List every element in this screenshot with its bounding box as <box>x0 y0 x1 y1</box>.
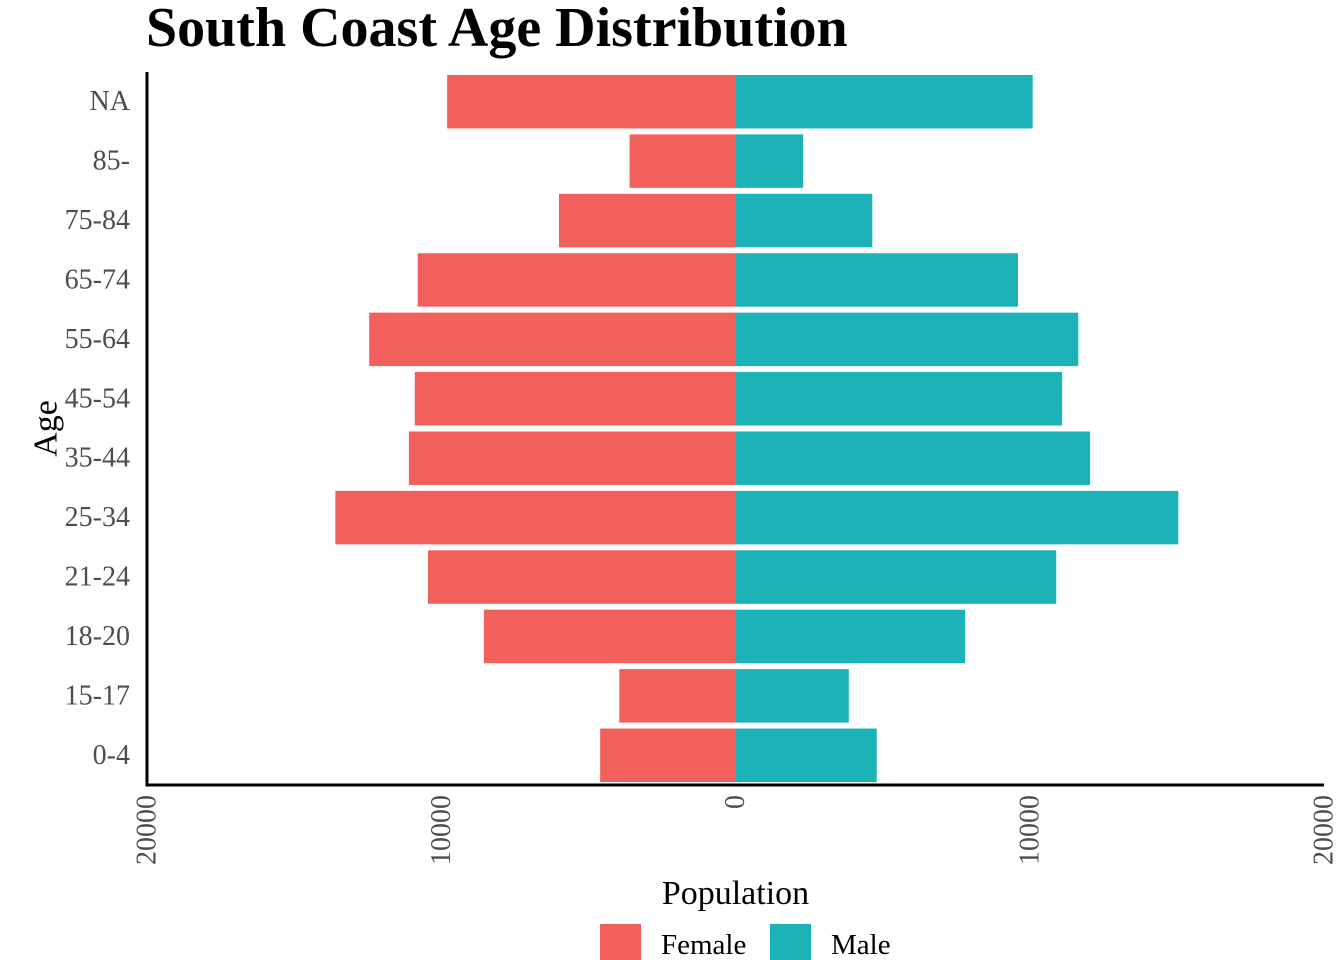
bar-male-75-84 <box>735 193 873 248</box>
bar-female-55-64 <box>369 312 736 367</box>
bar-female-NA <box>447 74 736 129</box>
bar-female-35-44 <box>408 431 736 485</box>
x-tick-label: 0 <box>720 795 751 809</box>
bar-female-25-34 <box>335 490 736 545</box>
y-tick-label: 18-20 <box>65 621 130 652</box>
bar-male-18-20 <box>735 609 966 664</box>
y-tick-label: 15-17 <box>65 680 130 711</box>
x-tick-label: 20000 <box>132 795 163 865</box>
bar-male-25-34 <box>735 490 1179 545</box>
bar-female-15-17 <box>619 669 736 723</box>
x-axis-title: Population <box>662 875 809 912</box>
x-tick-label: 10000 <box>1014 795 1045 865</box>
bar-male-15-17 <box>735 669 849 723</box>
y-tick-labels: 0-4 15-17 18-20 21-24 25-34 35-44 45-54 55-64 65… <box>65 86 131 771</box>
bar-male-85- <box>735 134 804 188</box>
y-tick-label: 65-74 <box>65 264 130 295</box>
x-tick-label: 10000 <box>426 795 457 865</box>
bar-female-21-24 <box>428 550 736 604</box>
y-tick-label: 21-24 <box>65 562 130 593</box>
y-tick-label: 25-34 <box>65 502 130 533</box>
bar-female-65-74 <box>417 253 736 307</box>
y-tick-label: 45-54 <box>65 383 130 414</box>
bar-male-35-44 <box>735 431 1091 485</box>
y-tick-label: 75-84 <box>65 205 130 236</box>
bar-male-21-24 <box>735 550 1057 604</box>
bar-female-75-84 <box>558 193 736 248</box>
y-tick-label: 35-44 <box>65 443 130 474</box>
legend-swatch-female <box>600 924 641 960</box>
bar-male-55-64 <box>735 312 1079 367</box>
bar-female-18-20 <box>483 609 736 664</box>
legend-label-male: Male <box>831 929 891 960</box>
y-tick-label: 55-64 <box>65 324 130 355</box>
x-tick-labels: 20000 10000 0 10000 20000 <box>132 795 1340 865</box>
y-axis-title: Age <box>28 400 65 457</box>
bar-male-0-4 <box>735 728 877 783</box>
y-tick-label: 0-4 <box>93 740 130 771</box>
bar-male-65-74 <box>735 253 1018 307</box>
y-tick-label: 85- <box>93 146 130 177</box>
legend-label-female: Female <box>661 929 746 960</box>
legend-swatch-male <box>770 924 811 960</box>
bar-female-45-54 <box>414 372 736 426</box>
bar-male-45-54 <box>735 372 1063 426</box>
bars-layer <box>335 74 1179 783</box>
x-tick-label: 20000 <box>1309 795 1340 865</box>
y-tick-label: NA <box>90 86 131 117</box>
bar-male-NA <box>735 74 1033 129</box>
bar-female-85- <box>629 134 736 188</box>
chart-title: South Coast Age Distribution <box>146 0 848 59</box>
bar-female-0-4 <box>600 728 736 783</box>
legend: Female Male <box>600 924 891 960</box>
